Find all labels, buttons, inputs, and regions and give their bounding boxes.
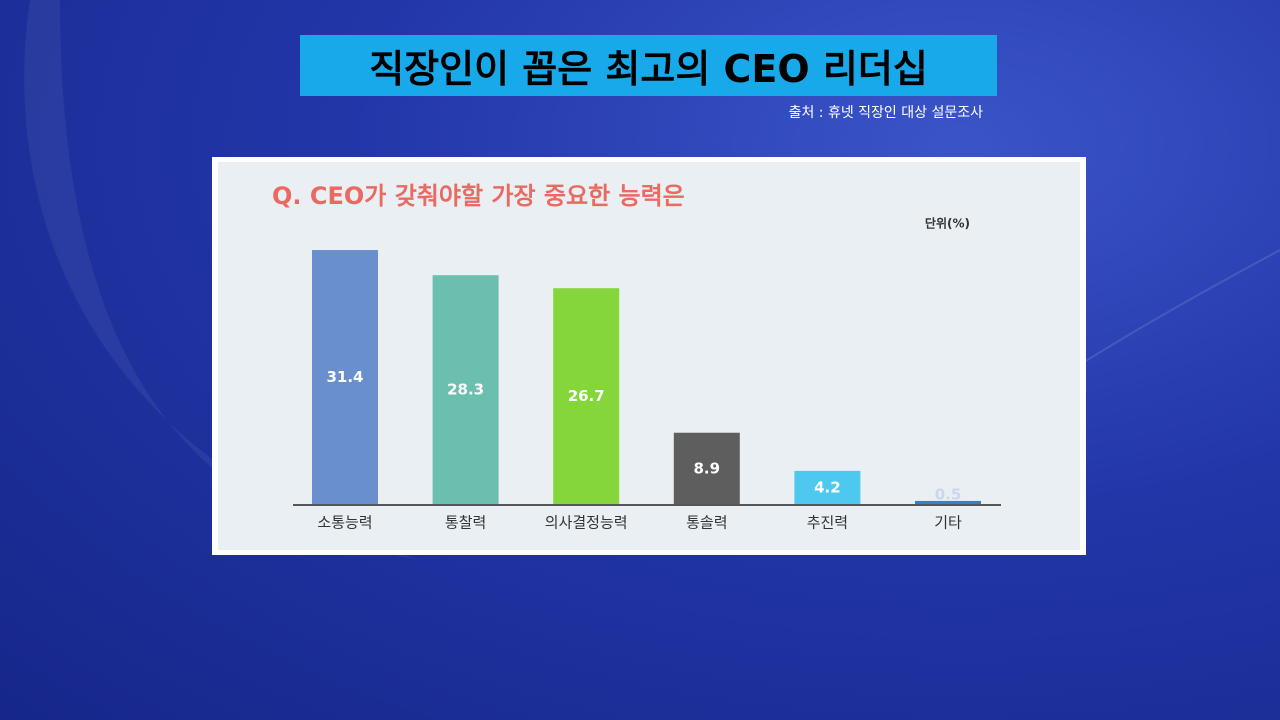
- value-label: 31.4: [326, 368, 363, 386]
- unit-label: 단위(%): [925, 216, 970, 231]
- x-tick-label: 의사결정능력: [545, 514, 628, 532]
- bar: [553, 288, 620, 505]
- value-label: 26.7: [568, 387, 605, 405]
- value-label: 0.5: [935, 486, 962, 504]
- bar: [673, 432, 740, 505]
- chart-frame: Q. CEO가 갖춰야할 가장 중요한 능력은 단위(%) 31.4 소통능력 28…: [212, 157, 1086, 555]
- x-tick-label: 통솔력: [686, 514, 727, 532]
- bar: [432, 275, 499, 505]
- slide-title: 직장인이 꼽은 최고의 CEO 리더십: [300, 35, 997, 96]
- bar: [312, 250, 378, 505]
- chart-title: Q. CEO가 갖춰야할 가장 중요한 능력은: [272, 182, 685, 210]
- x-tick-label: 기타: [934, 514, 962, 532]
- x-tick-label: 통찰력: [445, 514, 486, 532]
- chart: Q. CEO가 갖춰야할 가장 중요한 능력은 단위(%) 31.4 소통능력 28…: [218, 162, 1080, 550]
- source-note: 출처 : 휴넷 직장인 대상 설문조사: [788, 105, 983, 121]
- bar: [915, 500, 981, 505]
- value-label: 4.2: [814, 478, 841, 496]
- x-tick-label: 추진력: [807, 514, 848, 532]
- value-label: 28.3: [447, 381, 484, 399]
- x-tick-label: 소통능력: [317, 514, 372, 532]
- bar: [794, 470, 861, 505]
- value-label: 8.9: [694, 459, 721, 477]
